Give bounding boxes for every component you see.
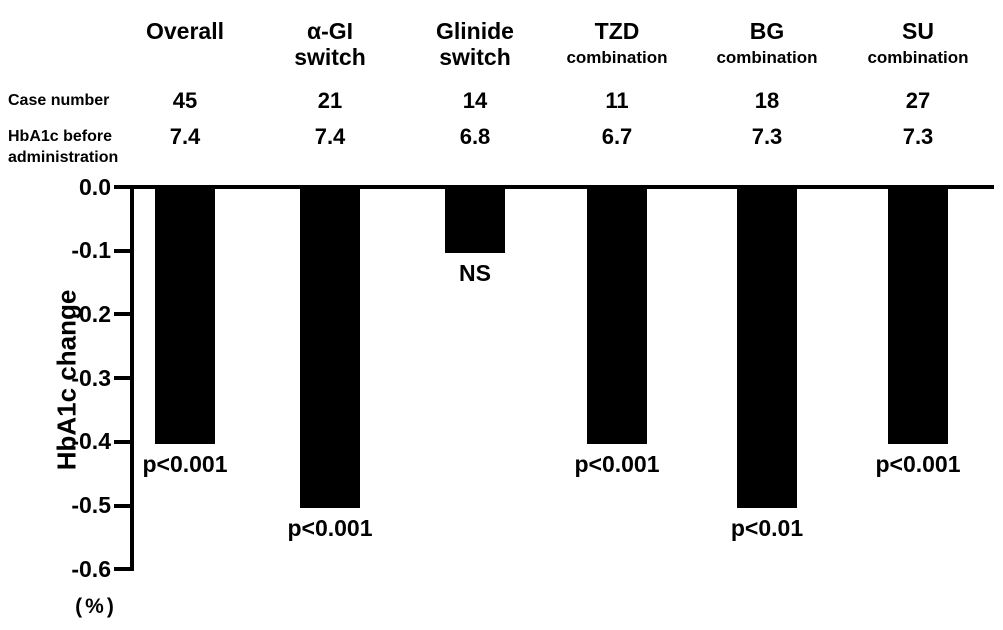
- bar-agi-switch: [300, 189, 360, 508]
- case-number-value: 27: [905, 88, 931, 113]
- p-value-label: p<0.001: [574, 451, 660, 477]
- column-tzd-combination: TZD combination 11 6.7 p<0.001: [542, 0, 692, 630]
- case-number-value: 14: [462, 88, 488, 113]
- y-tick-mark: [114, 503, 130, 508]
- column-header: SU combination: [843, 18, 993, 71]
- y-tick: 0.0: [0, 173, 130, 200]
- y-tick: -0.5: [0, 492, 130, 518]
- column-header-line1: SU: [902, 18, 934, 44]
- column-header-line1: TZD: [594, 18, 640, 44]
- hba1c-before-row-label-line1: HbA1c before: [8, 128, 113, 145]
- column-header-line2: combination: [716, 48, 818, 67]
- column-agi-switch: α-GI switch 21 7.4 p<0.001: [255, 0, 405, 630]
- bar-bg-combination: [737, 189, 797, 508]
- column-header-line1: BG: [749, 18, 785, 44]
- case-number-value: 18: [754, 88, 780, 113]
- y-tick-label: -0.2: [71, 300, 111, 327]
- column-bg-combination: BG combination 18 7.3 p<0.01: [692, 0, 842, 630]
- bar-overall: [155, 189, 215, 444]
- y-tick: -0.1: [0, 237, 130, 264]
- hba1c-before-value: 6.7: [601, 124, 633, 149]
- case-number-row-label: Case number: [8, 92, 110, 109]
- column-header: TZD combination: [542, 18, 692, 71]
- hba1c-before-value: 6.8: [459, 124, 491, 149]
- column-su-combination: SU combination 27 7.3 p<0.001: [843, 0, 993, 630]
- hba1c-before-value: 7.4: [169, 124, 201, 149]
- y-tick-mark: [114, 248, 130, 253]
- column-header: BG combination: [692, 18, 842, 71]
- y-tick: -0.3: [0, 364, 130, 391]
- y-tick-mark: [114, 376, 130, 381]
- y-tick-mark: [114, 185, 130, 189]
- y-axis-unit-label: (%): [75, 595, 117, 618]
- case-number-value: 45: [172, 88, 198, 113]
- y-tick: -0.4: [0, 428, 130, 455]
- p-value-label: p<0.001: [875, 451, 961, 477]
- p-value-label: p<0.001: [287, 515, 373, 541]
- bar-su-combination: [888, 189, 948, 444]
- y-tick-label: -0.3: [71, 364, 111, 391]
- y-tick-label: -0.5: [71, 492, 111, 518]
- y-tick-mark: [114, 567, 130, 572]
- column-header-line2: combination: [867, 48, 969, 67]
- hba1c-before-value: 7.3: [902, 124, 934, 149]
- y-tick-label: 0.0: [79, 173, 111, 200]
- x-axis-line: [130, 185, 994, 189]
- p-value-label: NS: [459, 260, 491, 286]
- hba1c-before-value: 7.4: [314, 124, 346, 149]
- column-header-line2: combination: [566, 48, 668, 67]
- p-value-label: p<0.001: [142, 451, 228, 477]
- column-header-line1: Glinide: [436, 18, 514, 44]
- column-header: Glinide switch: [400, 18, 550, 71]
- column-overall: Overall 45 7.4 p<0.001: [110, 0, 260, 630]
- y-tick-mark: [114, 439, 130, 444]
- case-number-value: 21: [317, 88, 343, 113]
- y-tick-label: -0.4: [71, 428, 111, 455]
- column-glinide-switch: Glinide switch 14 6.8 NS: [400, 0, 550, 630]
- y-tick: -0.2: [0, 300, 130, 327]
- y-tick-label: -0.1: [71, 237, 111, 264]
- column-header-line1: Overall: [146, 18, 224, 44]
- y-axis-line: [130, 185, 134, 571]
- column-header: α-GI switch: [255, 18, 405, 71]
- column-header-line2: switch: [294, 44, 366, 70]
- y-tick-mark: [114, 312, 130, 317]
- hba1c-before-value: 7.3: [751, 124, 783, 149]
- y-tick: -0.6: [0, 555, 130, 582]
- bar-glinide-switch: [445, 189, 505, 253]
- hba1c-before-row-label: HbA1c before administration: [8, 126, 118, 168]
- case-number-value: 11: [605, 88, 629, 113]
- hba1c-before-row-label-line2: administration: [8, 149, 119, 166]
- p-value-label: p<0.01: [730, 515, 804, 541]
- column-header-line1: α-GI: [306, 18, 354, 44]
- bar-tzd-combination: [587, 189, 647, 444]
- column-header-line2: switch: [439, 44, 511, 70]
- column-header: Overall: [110, 18, 260, 44]
- y-tick-label: -0.6: [71, 555, 111, 582]
